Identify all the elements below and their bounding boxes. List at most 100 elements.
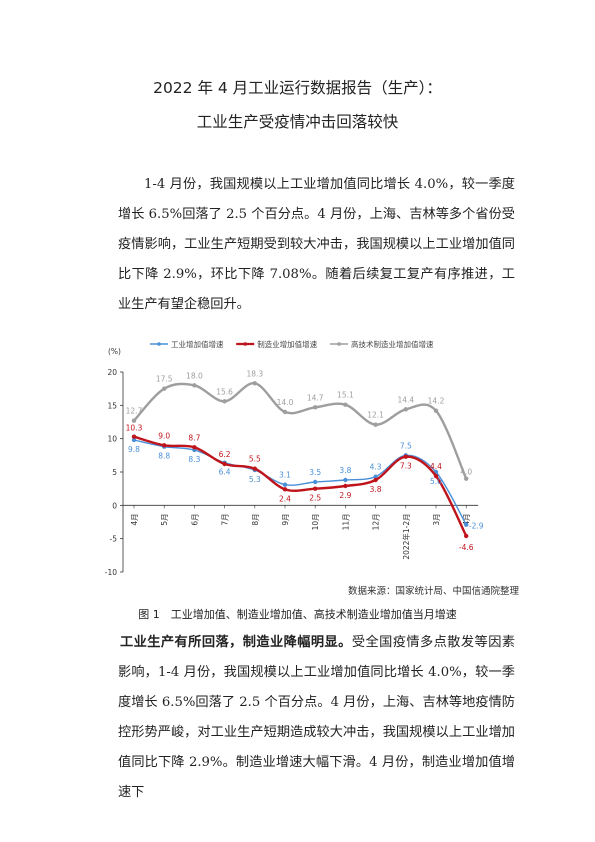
y-tick-label: 15	[107, 401, 117, 410]
data-label: 3.1	[279, 471, 291, 480]
data-point	[373, 477, 378, 483]
x-tick-label: 11月	[341, 513, 350, 530]
data-point	[343, 483, 348, 489]
data-label: 14.2	[428, 397, 445, 406]
x-tick-label: 4月	[130, 513, 139, 525]
data-point	[162, 386, 167, 391]
data-label: 12.1	[367, 411, 384, 420]
report-subtitle: 工业生产受疫情冲击回落较快	[196, 113, 399, 131]
data-label: 9.0	[158, 431, 170, 440]
x-tick-label: 12月	[372, 513, 381, 530]
data-point	[464, 522, 469, 527]
data-label: 8.3	[188, 455, 200, 464]
data-label: 3.5	[309, 468, 321, 477]
series-line	[133, 439, 467, 526]
data-point	[403, 454, 408, 459]
data-point	[343, 477, 348, 483]
data-source: 数据来源：国家统计局、中国信通院整理	[347, 586, 519, 597]
y-tick-label: -10	[105, 568, 117, 577]
data-label: 18.3	[246, 369, 263, 378]
x-tick-label: 6月	[190, 513, 199, 525]
data-point	[192, 445, 197, 450]
x-tick-label: 10月	[311, 513, 320, 530]
data-label: 14.4	[397, 395, 414, 404]
data-point	[313, 405, 318, 410]
y-tick-label: 0	[112, 501, 117, 510]
data-label: 14.0	[277, 398, 294, 407]
data-label: 9.8	[128, 445, 140, 454]
data-point	[131, 437, 137, 443]
data-label: 15.1	[337, 391, 354, 400]
data-label: 8.7	[188, 433, 200, 442]
data-point	[433, 408, 439, 413]
data-label: 2.5	[309, 494, 321, 503]
data-point	[282, 409, 288, 415]
data-point	[162, 443, 167, 448]
data-label: 4.3	[370, 463, 382, 472]
data-point	[282, 487, 288, 492]
data-point	[403, 407, 408, 412]
legend-entry: 工业增加值增速	[171, 339, 224, 349]
report-title: 2022 年 4 月工业运行数据报告（生产）：	[153, 79, 442, 97]
figure-caption: 图 1 工业增加值、制造业增加值、高技术制造业增加值当月增速	[138, 608, 457, 621]
intro-paragraph: 1-4 月份，我国规模以上工业增加值同比增长 4.0%，较一季度增长 6.5%回…	[118, 177, 515, 312]
data-point	[343, 402, 348, 407]
data-point	[433, 473, 439, 479]
data-point	[373, 422, 378, 427]
data-point	[222, 461, 227, 467]
data-label: 7.5	[400, 441, 412, 450]
data-label: 10.3	[126, 424, 143, 433]
data-point	[373, 474, 378, 479]
data-label: 5.0	[430, 477, 442, 486]
legend-entry: 制造业增加值增速	[257, 339, 317, 349]
legend-marker	[243, 342, 247, 346]
x-tick-label: 4月	[462, 513, 471, 525]
paragraph-lead: 工业生产有所回落，制造业降幅明显。	[120, 635, 352, 650]
analysis-paragraph: 工业生产有所回落，制造业降幅明显。受全国疫情多点散发等因素影响，1-4 月份，我…	[118, 628, 515, 808]
data-point	[313, 479, 318, 485]
data-label: 5.5	[249, 455, 261, 464]
data-label: 18.0	[186, 371, 203, 380]
data-label: 4.0	[460, 468, 472, 477]
data-point	[131, 418, 137, 423]
data-point	[282, 482, 288, 487]
data-label: -4.6	[459, 543, 474, 552]
data-point	[252, 466, 257, 471]
data-label: 7.3	[400, 462, 412, 471]
data-point	[464, 476, 469, 481]
data-point	[131, 434, 137, 439]
y-tick-label: -5	[110, 535, 118, 544]
legend-entry: 高技术制造业增加值增速	[351, 339, 434, 349]
data-label: 2.4	[279, 494, 291, 503]
series-line	[133, 435, 468, 537]
y-tick-label: 5	[112, 468, 117, 477]
series-line	[133, 382, 468, 480]
data-point	[222, 399, 227, 404]
data-label: 17.5	[156, 375, 173, 384]
data-point	[252, 381, 257, 386]
data-label: 3.8	[339, 466, 351, 475]
x-tick-label: 9月	[281, 513, 290, 525]
data-label: 5.3	[249, 475, 261, 484]
data-label: 6.4	[219, 468, 231, 477]
data-label: 14.7	[307, 393, 324, 402]
data-label: 4.4	[430, 462, 442, 471]
data-label: 2.9	[339, 491, 351, 500]
data-label: 15.6	[216, 387, 233, 396]
legend-marker	[337, 342, 341, 346]
data-point	[192, 383, 197, 388]
paragraph-body: 受全国疫情多点散发等因素影响，1-4 月份，我国规模以上工业增加值同比增长 4.…	[118, 635, 516, 800]
data-label: -2.9	[469, 522, 484, 531]
data-point	[313, 486, 318, 491]
y-tick-label: 10	[107, 435, 117, 444]
data-label: 6.2	[219, 450, 231, 459]
x-tick-label: 8月	[251, 513, 260, 525]
y-axis-label: (%)	[108, 347, 121, 356]
legend-marker	[157, 342, 161, 346]
x-tick-label: 5月	[160, 513, 169, 525]
data-label: 3.8	[370, 485, 382, 494]
data-label: 12.7	[126, 407, 143, 416]
data-label: 8.8	[158, 452, 170, 461]
x-tick-label: 2022年1-2月	[401, 513, 411, 559]
data-point	[464, 533, 469, 539]
